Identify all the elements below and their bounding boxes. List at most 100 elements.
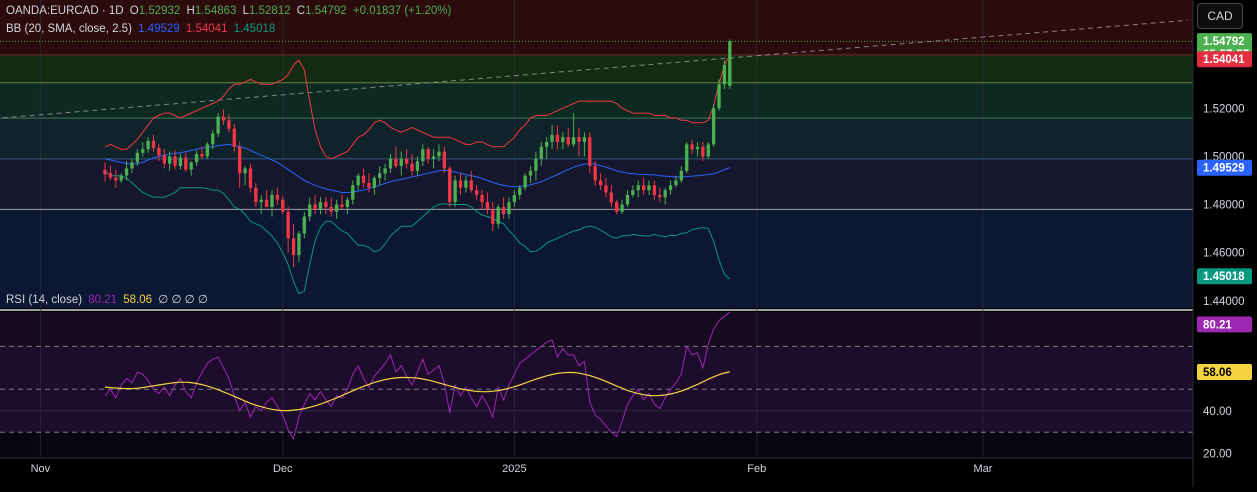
rsi-ma-badge-text: 58.06 [1203,367,1232,379]
candle-body [248,168,253,188]
candle-body [491,209,495,224]
candle-body [577,137,581,142]
candle-body [227,120,231,129]
candle-body [394,158,398,167]
candle-body [582,137,587,142]
candle-body [668,185,673,191]
y-tick-label: 1.48000 [1203,200,1245,212]
candle-body [146,140,150,150]
price-scale-bg [1193,0,1257,487]
candle-body [625,194,630,205]
candle-body [652,185,657,195]
candle-body [291,238,296,256]
candle-body [119,175,123,181]
candle-body [453,180,457,203]
bb-lower-line [104,170,731,295]
candle-body [663,190,667,198]
candle-body [200,154,204,157]
candle-body [728,41,732,86]
rsi-tick-label: 40.00 [1203,406,1232,418]
symbol-label[interactable]: OANDA:EURCAD · 1D [6,5,124,17]
x-tick-label: Nov [31,463,51,475]
candle-body [528,170,533,176]
candle-body [620,204,624,212]
candle-body [431,156,436,159]
candle-body [458,180,463,188]
candle-body [615,202,619,212]
bb-upper-badge: 1.54041 [1197,51,1252,68]
high-label: H [186,5,195,17]
rsi-upper-band [0,312,1193,347]
candle-body [415,161,420,171]
candle-body [518,187,522,195]
candle-body [141,149,145,153]
candle-body [701,146,705,157]
candle-body [604,185,608,193]
bb-legend[interactable]: BB (20, SMA, close, 2.5) 1.49529 1.54041… [6,23,278,35]
low-value: 1.52812 [249,5,291,17]
bb-basis-value: 1.49529 [138,23,180,35]
bb-lower-badge-text: 1.45018 [1203,271,1245,283]
candle-body [598,180,603,186]
candle-body [539,146,543,159]
x-tick-label: Dec [273,463,293,475]
rsi-ma-badge-bg [1197,363,1252,380]
candle-body [275,194,280,200]
candle-body [496,206,500,224]
rsi-badge-text: 80.21 [1203,319,1232,331]
candle-body [270,194,274,207]
candle-body [216,116,220,134]
candle-body [480,194,484,203]
candle-body [388,158,393,169]
candle-body [367,182,371,188]
bb-lower-badge-bg [1197,268,1252,285]
rsi-tick-label: 20.00 [1203,449,1232,461]
candle-body [545,141,549,147]
zone-band-3 [0,118,1193,159]
y-tick-label: 1.46000 [1203,248,1245,260]
candle-body [426,149,430,159]
candle-body [442,151,447,169]
rsi-lower-band [0,432,1193,458]
candle-body [211,133,215,145]
candle-body [329,206,333,212]
candle-body [259,199,263,203]
y-tick-label: 1.52000 [1203,103,1245,115]
candle-body [404,158,409,164]
candle-body [636,185,640,191]
currency-button[interactable]: CAD [1197,3,1243,29]
candle-body [135,152,140,163]
candle-body [243,168,247,174]
candle-body [507,202,511,215]
zone-band-2 [0,82,1193,119]
last-price-badge-text: 1.54792 [1203,36,1245,48]
candle-body [351,185,355,200]
rsi-legend[interactable]: RSI (14, close) 80.21 58.06 ∅ ∅ ∅ ∅ [6,292,211,306]
candle-body [399,158,403,167]
candle-body [464,180,468,188]
candle-body [421,149,425,162]
candle-body [469,180,473,191]
candle-body [588,137,592,167]
close-label: C [296,5,306,17]
candle-body [221,116,226,121]
x-tick-label: Feb [747,463,766,475]
rsi-ma-badge: 58.06 [1197,363,1252,380]
candle-body [108,173,113,178]
candle-body [184,157,188,170]
candle-body [523,175,527,188]
bb-basis-badge-text: 1.49529 [1203,163,1245,175]
candle-body [566,137,570,145]
candle-body [561,137,565,142]
ohlc-legend: OANDA:EURCAD · 1D O1.52932 H1.54863 L1.5… [6,5,454,17]
candle-body [318,202,323,210]
candle-body [501,206,506,215]
bb-upper-badge-text: 1.54041 [1203,54,1245,66]
candle-body [334,204,339,212]
candle-body [679,170,683,181]
candle-body [313,204,317,210]
candle-body [690,144,694,150]
candle-body [189,162,193,170]
